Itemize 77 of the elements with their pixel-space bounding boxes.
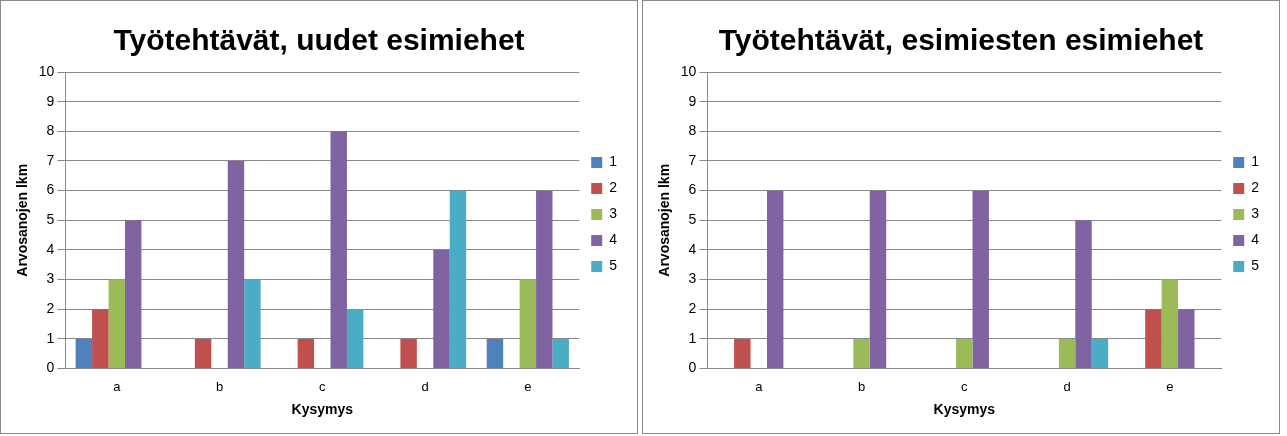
legend-label: 1 — [1251, 153, 1260, 170]
x-tick-label: b — [215, 378, 224, 394]
bar — [75, 338, 93, 369]
bar — [536, 190, 553, 369]
bar — [92, 309, 109, 369]
legend-label: 4 — [1251, 231, 1260, 248]
y-tick-label: 4 — [688, 240, 697, 257]
legend-label: 2 — [609, 179, 618, 196]
bar — [734, 338, 751, 369]
y-axis-title: Arvosanojen lkm — [656, 163, 673, 277]
bar — [956, 338, 973, 369]
bar — [194, 338, 212, 369]
bar — [486, 338, 504, 369]
x-tick-label: e — [1166, 378, 1174, 394]
legend-label: 1 — [609, 153, 618, 170]
y-tick-label: 6 — [46, 181, 55, 198]
bar — [449, 190, 467, 369]
y-axis-title: Arvosanojen lkm — [14, 163, 31, 277]
x-axis-title: Kysymys — [933, 401, 996, 418]
x-axis-title: Kysymys — [291, 401, 354, 418]
legend-label: 5 — [1251, 257, 1260, 274]
x-tick-label: a — [113, 378, 122, 394]
bar — [108, 279, 125, 369]
y-tick-label: 1 — [46, 329, 55, 346]
x-tick-label: a — [755, 378, 764, 394]
y-tick-label: 9 — [688, 92, 697, 109]
legend-label: 2 — [1251, 179, 1260, 196]
bar — [227, 160, 245, 369]
x-tick-label: c — [319, 378, 327, 394]
bar — [1178, 309, 1195, 369]
bar — [552, 338, 569, 369]
x-tick-label: d — [421, 378, 429, 394]
bar — [1091, 338, 1109, 369]
bar — [124, 220, 142, 369]
y-tick-label: 4 — [46, 240, 55, 257]
y-tick-label: 5 — [46, 211, 55, 228]
bar — [853, 338, 870, 369]
y-tick-label: 0 — [688, 359, 697, 376]
legend-label: 4 — [609, 231, 618, 248]
bar — [766, 190, 784, 369]
x-tick-label: c — [961, 378, 969, 394]
y-tick-label: 6 — [688, 181, 697, 198]
bar — [1145, 309, 1162, 369]
legend-label: 3 — [1251, 205, 1260, 222]
bar — [869, 190, 887, 369]
y-tick-label: 0 — [46, 359, 55, 376]
y-tick-label: 10 — [38, 62, 55, 79]
legend-label: 5 — [609, 257, 618, 274]
y-tick-label: 10 — [680, 62, 697, 79]
y-tick-label: 2 — [688, 300, 697, 317]
y-tick-label: 5 — [688, 211, 697, 228]
x-tick-label: b — [857, 378, 866, 394]
y-tick-label: 8 — [688, 122, 697, 139]
y-tick-label: 1 — [688, 329, 697, 346]
bar — [1058, 338, 1076, 369]
chart-title: Työtehtävät, uudet esimiehet — [113, 23, 525, 57]
bar — [346, 309, 364, 369]
y-tick-label: 8 — [46, 122, 55, 139]
y-tick-label: 3 — [46, 270, 55, 287]
bar — [433, 249, 450, 369]
bar — [330, 131, 347, 369]
y-tick-label: 2 — [46, 300, 55, 317]
bar — [1075, 220, 1092, 369]
bar — [519, 279, 537, 369]
x-tick-label: e — [524, 378, 532, 394]
y-tick-label: 9 — [46, 92, 55, 109]
legend-label: 3 — [609, 205, 618, 222]
x-tick-label: d — [1063, 378, 1071, 394]
bar — [400, 338, 417, 369]
bar — [1161, 279, 1179, 369]
bar — [244, 279, 261, 369]
y-tick-label: 3 — [688, 270, 697, 287]
y-tick-label: 7 — [688, 151, 697, 168]
bar — [297, 338, 315, 369]
bar — [972, 190, 989, 369]
y-tick-label: 7 — [46, 151, 55, 168]
chart-title: Työtehtävät, esimiesten esimiehet — [718, 23, 1204, 57]
